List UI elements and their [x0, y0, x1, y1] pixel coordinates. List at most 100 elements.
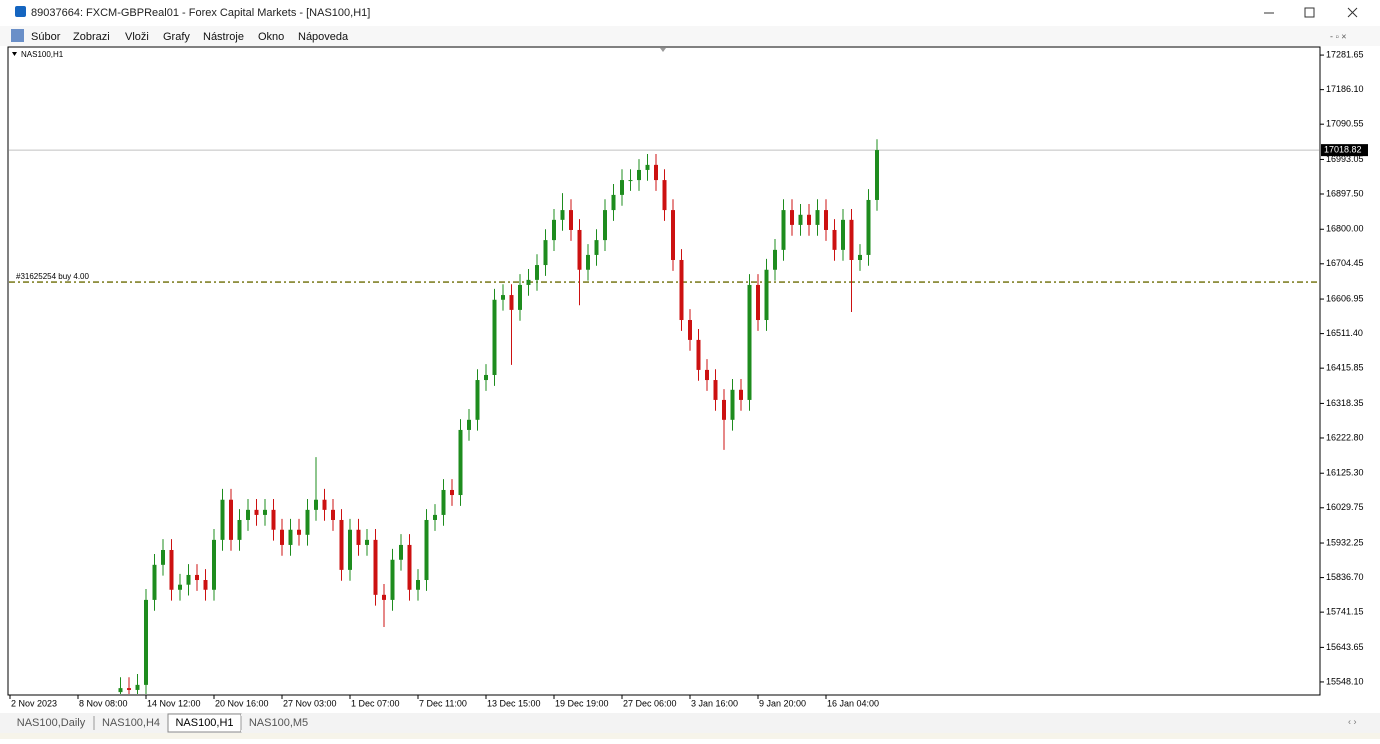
- candle-body: [713, 380, 718, 400]
- candle-body: [807, 214, 811, 225]
- y-tick-label: 16415.85: [1326, 363, 1364, 373]
- menu-item[interactable]: Vloži: [125, 31, 149, 43]
- menu-item[interactable]: Súbor: [31, 31, 61, 43]
- candle-body: [305, 509, 310, 535]
- candle-body: [297, 529, 301, 535]
- candle-body: [577, 229, 582, 270]
- x-tick-label: 14 Nov 12:00: [147, 698, 201, 708]
- candle-body: [178, 584, 182, 590]
- candle-body: [586, 254, 590, 270]
- candle-body: [773, 249, 777, 270]
- candle-body: [569, 210, 573, 230]
- x-tick-label: 19 Dec 19:00: [555, 698, 609, 708]
- candle-body: [467, 419, 471, 430]
- candle-body: [603, 210, 607, 241]
- candle-body: [229, 499, 233, 540]
- menu-bar: [0, 26, 1380, 46]
- y-tick-label: 16704.45: [1326, 258, 1364, 268]
- tab-bar: [0, 713, 1380, 733]
- candle-body: [722, 399, 726, 420]
- candle-body: [144, 599, 148, 685]
- candle-body: [424, 519, 429, 581]
- candle-body: [212, 539, 216, 590]
- title-bar: [0, 0, 1380, 25]
- x-tick-label: 16 Jan 04:00: [827, 698, 879, 708]
- tab[interactable]: [94, 714, 168, 732]
- candle-body: [348, 529, 352, 570]
- y-tick-label: 16511.40: [1326, 328, 1363, 338]
- candle-body: [552, 219, 556, 241]
- x-tick-label: 27 Nov 03:00: [283, 698, 337, 708]
- candle-body: [484, 374, 488, 381]
- candle-body: [399, 544, 403, 560]
- candle-body: [832, 229, 837, 250]
- tab[interactable]: [8, 714, 94, 732]
- candle-body: [407, 544, 412, 590]
- y-tick-label: 15741.15: [1326, 607, 1364, 617]
- candle-body: [696, 339, 701, 370]
- candle-body: [875, 150, 879, 200]
- candle-body: [254, 509, 259, 515]
- maximize-button[interactable]: [1304, 7, 1315, 18]
- candle-body: [756, 284, 760, 321]
- menu-item[interactable]: Nápoveda: [298, 31, 349, 43]
- candle-body: [764, 269, 769, 321]
- candle-body: [841, 219, 845, 250]
- x-tick-label: 20 Nov 16:00: [215, 698, 269, 708]
- candle-body: [509, 295, 514, 310]
- tab-label[interactable]: NAS100,H1: [175, 717, 233, 729]
- x-tick-label: 8 Nov 08:00: [79, 698, 128, 708]
- y-tick-label: 17090.55: [1326, 119, 1364, 129]
- y-tick-label: 17281.65: [1326, 49, 1364, 59]
- candle-body: [824, 210, 828, 230]
- chart-area: [7, 46, 1321, 696]
- candle-body: [662, 180, 667, 211]
- app-icon: [15, 6, 26, 17]
- candle-body: [671, 210, 675, 260]
- tab-label[interactable]: NAS100,M5: [249, 717, 308, 729]
- menu-item[interactable]: Zobrazi: [73, 31, 110, 43]
- candle-body: [492, 299, 497, 375]
- x-tick-label: 7 Dec 11:00: [419, 698, 467, 708]
- candle-body: [416, 580, 420, 590]
- close-button[interactable]: [1347, 7, 1358, 18]
- candle-body: [679, 259, 684, 321]
- tab-label[interactable]: NAS100,H4: [102, 717, 160, 729]
- y-tick-label: 16606.95: [1326, 293, 1364, 303]
- candle-body: [220, 499, 225, 540]
- candle-body: [314, 499, 318, 510]
- menu-item[interactable]: Okno: [258, 31, 284, 43]
- menu-item[interactable]: Grafy: [163, 31, 190, 43]
- tab-scroll[interactable]: ‹ ›: [1348, 716, 1357, 726]
- candle-body: [433, 514, 437, 520]
- shift-marker: [660, 48, 666, 52]
- y-tick-label: 16897.50: [1326, 188, 1364, 198]
- candle-body: [322, 499, 327, 510]
- current-price-box: [1321, 144, 1368, 157]
- candle-body: [246, 509, 250, 520]
- candle-body: [458, 429, 463, 496]
- y-tick-label: 16800.00: [1326, 224, 1364, 234]
- current-price-label: 17018.82: [1324, 144, 1362, 154]
- candle-body: [127, 688, 131, 690]
- candle-body: [628, 180, 633, 182]
- candle-body: [654, 164, 658, 181]
- candle-body: [645, 164, 650, 170]
- tab-label[interactable]: NAS100,Daily: [17, 717, 86, 729]
- candle-body: [390, 559, 395, 600]
- candle-body: [560, 210, 565, 220]
- y-tick-label: 17186.10: [1326, 84, 1364, 94]
- candle-body: [339, 519, 344, 570]
- tab[interactable]: [241, 714, 316, 732]
- candle-body: [356, 529, 361, 545]
- y-tick-label: 16029.75: [1326, 502, 1364, 512]
- window-title: 89037664: FXCM-GBPReal01 - Forex Capital…: [31, 7, 370, 19]
- candle-body: [858, 254, 862, 260]
- chart-menu-arrow[interactable]: [12, 52, 17, 56]
- candle-body: [637, 169, 641, 181]
- candle-body: [373, 539, 378, 595]
- mdi-controls[interactable]: - ▫ ×: [1330, 31, 1346, 41]
- menu-item[interactable]: Nástroje: [203, 31, 244, 43]
- y-tick-label: 15548.10: [1326, 676, 1364, 686]
- candle-body: [747, 284, 752, 400]
